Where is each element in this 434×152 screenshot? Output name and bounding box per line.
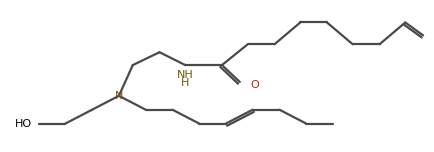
Text: HO: HO <box>15 119 32 129</box>
Text: NH: NH <box>177 70 193 80</box>
Text: N: N <box>115 91 123 101</box>
Text: O: O <box>250 80 258 90</box>
Text: H: H <box>181 78 189 88</box>
